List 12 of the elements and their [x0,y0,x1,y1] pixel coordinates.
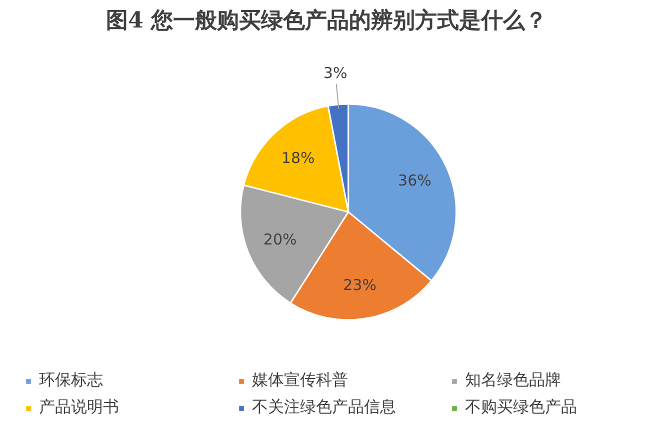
legend-label: 环保标志 [39,370,104,391]
legend-label: 不关注绿色产品信息 [252,397,397,418]
legend-label: 不购买绿色产品 [465,397,578,418]
data-label: 18% [281,148,315,167]
data-label: 23% [343,276,376,294]
data-label: 36% [398,171,432,190]
legend-label: 产品说明书 [39,397,120,418]
data-label: 3% [323,64,348,82]
chart-title: 图4 您一般购买绿色产品的辨别方式是什么？ [106,8,548,34]
legend-label: 知名绿色品牌 [465,370,562,391]
data-label: 20% [263,230,297,248]
legend-label: 媒体宣传科普 [252,370,349,391]
